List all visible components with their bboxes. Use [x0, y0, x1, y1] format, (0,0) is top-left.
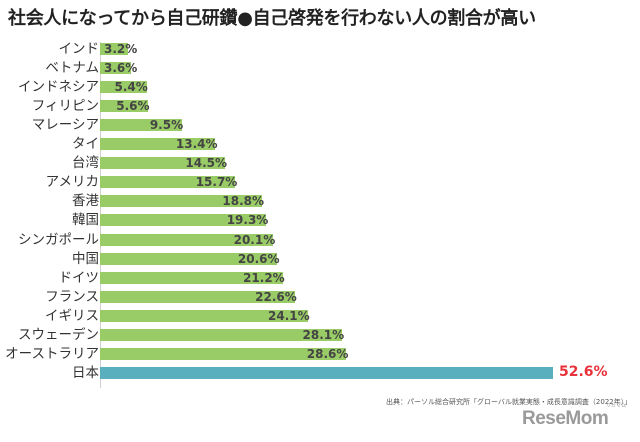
- category-label: インドネシア: [18, 79, 99, 96]
- category-label: ベトナム: [45, 60, 99, 77]
- bar: [100, 62, 131, 75]
- bar: [100, 43, 128, 55]
- bar-value-label: 20.6%: [237, 251, 280, 266]
- logo-ruby: リセマム: [606, 403, 627, 409]
- category-label: マレーシア: [31, 117, 99, 134]
- category-label: タイ: [72, 136, 99, 153]
- bar-value-label: 20.1%: [233, 232, 276, 247]
- bar-value-label: 52.6%: [559, 363, 608, 380]
- bar: [100, 328, 342, 341]
- source-note: 出典：パーソル総合研究所「グローバル就業実態・成長意識調査（2022年）」: [386, 398, 632, 406]
- bar-value-label: 9.5%: [149, 118, 184, 133]
- bar: [100, 271, 283, 284]
- bar-value-label: 28.6%: [306, 346, 349, 361]
- bar: [100, 366, 553, 379]
- bar: [100, 81, 147, 94]
- bar-value-label: 18.8%: [222, 194, 265, 209]
- category-label: 中国: [72, 250, 99, 267]
- bar-value-label: 3.2%: [104, 42, 138, 56]
- bar-value-label: 28.1%: [302, 327, 345, 342]
- bar-value-label: 24.1%: [268, 308, 310, 323]
- bar-value-label: 3.6%: [104, 61, 138, 76]
- bar: [100, 347, 347, 360]
- bar: [100, 252, 278, 265]
- bar: [100, 119, 182, 132]
- category-label: インド: [58, 41, 100, 57]
- bar: [100, 290, 295, 303]
- bar: [100, 195, 262, 208]
- bar-value-label: 19.3%: [226, 213, 269, 228]
- category-label: 日本: [72, 364, 99, 381]
- bar-value-label: 21.2%: [243, 270, 285, 285]
- bar: [100, 100, 149, 113]
- category-label: イギリス: [45, 307, 99, 324]
- category-label: スウェーデン: [18, 326, 99, 343]
- bar-value-label: 5.4%: [114, 80, 148, 95]
- category-label: ドイツ: [58, 269, 100, 286]
- bar: [100, 233, 274, 246]
- category-label: 台湾: [72, 155, 99, 172]
- resemom-logo: ReseMom: [522, 408, 609, 429]
- bar: [100, 309, 308, 322]
- bar-value-label: 13.4%: [175, 137, 218, 152]
- category-label: フランス: [45, 288, 99, 305]
- category-label: シンガポール: [18, 231, 99, 248]
- bar-value-label: 15.7%: [195, 175, 238, 190]
- bar-value-label: 14.5%: [185, 156, 228, 171]
- bar: [100, 157, 225, 170]
- category-label: 香港: [72, 193, 99, 210]
- chart-title: 社会人になってから自己研鑽●自己啓発を行わない人の割合が高い: [8, 8, 536, 29]
- bar: [100, 176, 236, 189]
- category-label: 韓国: [72, 212, 99, 229]
- bar: [100, 138, 216, 151]
- bar-value-label: 5.6%: [116, 99, 150, 114]
- bar-value-label: 22.6%: [255, 289, 297, 304]
- category-label: フィリピン: [31, 98, 99, 115]
- category-label: オーストラリア: [5, 345, 99, 362]
- bar: [100, 214, 267, 227]
- category-label: アメリカ: [45, 174, 99, 191]
